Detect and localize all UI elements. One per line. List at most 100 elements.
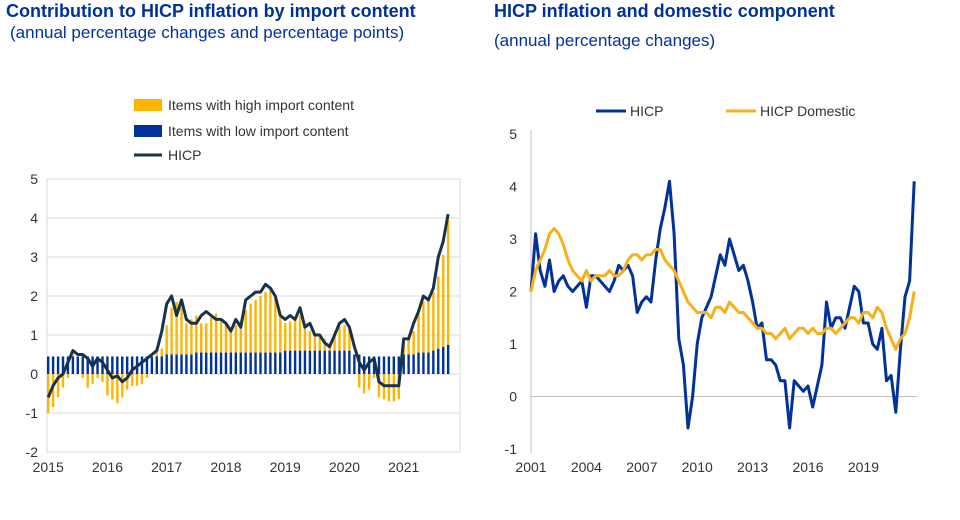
left-y-tick-label: -1 [26,405,39,421]
low-import-bar [422,352,425,374]
high-import-bar [200,323,203,353]
high-import-bar [333,335,336,351]
low-import-bar [170,354,173,374]
high-import-bar [56,374,60,398]
high-import-bar [165,325,168,355]
high-import-bar [219,321,223,353]
low-import-bar [254,352,257,374]
high-import-bar [51,374,55,408]
high-import-bar [195,315,198,353]
high-import-bar [81,374,84,378]
low-import-bar [279,352,282,374]
high-import-bar [71,354,75,357]
left-legend-label: Items with high import content [168,97,354,113]
high-import-bar [180,307,183,355]
low-import-bar [224,352,228,374]
high-import-bar [170,307,173,355]
left-y-tick-label: 2 [30,288,38,304]
low-import-bar [412,354,415,374]
left-x-tick-label: 2017 [151,459,182,475]
high-import-bar [259,296,262,353]
high-import-bar [427,297,430,353]
high-import-bar [279,313,282,353]
low-import-bar [348,350,351,374]
low-import-bar [303,350,307,374]
left-legend-label: HICP [168,147,201,163]
high-import-bar [367,374,371,390]
high-import-bar [229,327,233,353]
right-y-tick-label: 1 [509,336,517,352]
left-x-tick-label: 2018 [210,459,241,475]
high-import-bar [91,374,94,384]
low-import-bar [387,356,391,374]
high-import-bar [372,374,376,378]
high-import-bar [234,325,238,353]
left-x-tick-label: 2021 [388,459,419,475]
high-import-bar [106,374,109,396]
low-import-bar [308,350,312,374]
left-y-tick-label: -2 [26,444,39,460]
left-y-tick-label: 4 [30,210,38,226]
low-import-bar [106,356,109,374]
left-y-tick-label: 0 [30,366,38,382]
high-import-bar [348,329,351,351]
right-y-tick-label: 3 [509,231,517,247]
right-y-tick-label: 2 [509,284,517,300]
low-import-bar [338,350,341,374]
low-import-bar [155,356,158,374]
high-import-bar [387,374,391,402]
low-import-bar [284,350,287,374]
low-import-bar [397,356,400,374]
high-import-bar [121,374,124,398]
left-legend-label: Items with low import content [168,123,349,139]
low-import-bar [239,352,242,374]
low-import-bar [175,354,178,374]
left-chart: -2 -1 0 1 2 3 4 5 2015 2016 2017 2018 2019 2020 2021 It… [26,97,461,475]
low-import-bar [353,354,356,374]
high-import-bar [254,299,257,353]
left-y-tick-label: 1 [30,327,38,343]
right-y-tick-label: 0 [509,389,517,405]
high-import-bar [338,327,341,351]
low-import-bar [214,352,218,374]
legend-swatch-low-import [134,125,162,137]
high-import-bar [264,292,267,353]
low-import-bar [264,352,267,374]
high-import-bar [407,336,410,355]
low-import-bar [333,350,336,374]
low-import-bar [56,356,60,374]
high-import-bar [377,374,381,398]
low-import-bar [200,352,203,374]
low-import-bar [402,354,405,374]
low-import-bar [180,354,183,374]
low-import-bar [121,356,124,374]
high-import-bar [209,317,213,353]
low-import-bar [427,352,430,374]
high-import-bar [61,374,65,388]
high-import-bar [205,323,208,353]
right-y-tick-label: -1 [505,441,518,457]
low-import-bar [219,352,223,374]
high-import-bar [432,292,435,351]
low-import-bar [190,354,193,374]
right-x-tick-label: 2007 [626,459,657,475]
high-import-bar [244,309,247,353]
high-import-bar [160,348,163,357]
high-import-bar [323,338,326,351]
left-plot-frame [46,178,461,453]
low-import-bar [185,354,188,374]
left-x-tick-label: 2015 [33,459,64,475]
right-x-tick-label: 2004 [571,459,602,475]
high-import-bar [298,315,302,351]
low-import-bar [293,350,297,374]
high-import-bar [412,331,415,355]
low-import-bar [145,356,149,374]
high-import-bar [239,319,242,353]
low-import-bar [269,352,272,374]
low-import-bar [446,344,450,374]
low-import-bar [328,350,331,374]
low-import-bar [382,356,386,374]
low-import-bar [125,356,129,374]
left-hicp-line [46,213,450,398]
high-import-bar [140,374,144,384]
